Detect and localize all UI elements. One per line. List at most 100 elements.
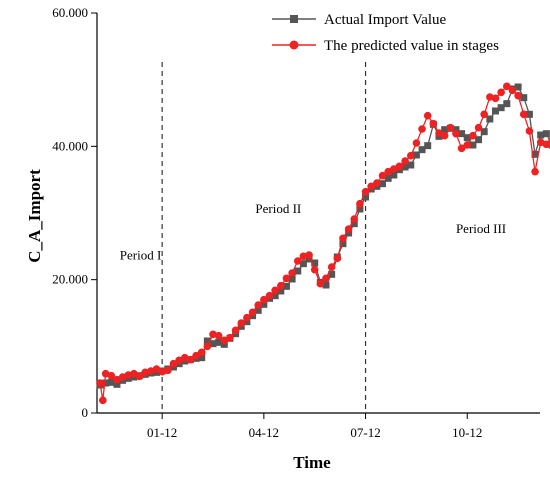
data-point-actual: [356, 205, 364, 213]
data-point-predicted: [316, 279, 325, 288]
data-point-actual: [520, 94, 528, 102]
data-point-predicted: [220, 336, 229, 345]
y-tick-label: 40.000: [52, 138, 88, 153]
series-line-predicted: [99, 85, 550, 401]
data-point-predicted: [339, 234, 347, 243]
x-axis-title: Time: [293, 453, 331, 472]
tick-marks: 0 20.000 40.000 60.000 01-12 04-12 07-12 10-12: [52, 5, 482, 440]
data-point-actual: [458, 130, 466, 138]
data-point-predicted: [384, 167, 392, 176]
y-tick-label: 60.000: [52, 5, 88, 20]
data-point-actual: [243, 318, 251, 326]
data-point-predicted: [327, 263, 336, 271]
data-point-predicted: [390, 165, 398, 173]
data-point-predicted: [367, 182, 376, 191]
data-point-predicted: [474, 123, 483, 132]
data-point-actual: [379, 180, 386, 188]
axes: [96, 13, 540, 414]
data-point-actual: [542, 130, 550, 138]
data-point-predicted: [260, 295, 268, 304]
data-point-predicted: [164, 366, 172, 375]
legend-item-actual: Actual Import Value: [272, 12, 447, 28]
legend: Actual Import Value The predicted value …: [272, 12, 499, 54]
data-point-predicted: [463, 141, 472, 149]
data-point-predicted: [231, 326, 240, 335]
data-point-actual: [345, 229, 353, 237]
data-point-actual: [198, 354, 206, 362]
data-point-actual: [294, 267, 302, 275]
data-point-predicted: [469, 131, 477, 140]
data-point-predicted: [373, 179, 381, 187]
data-point-predicted: [322, 274, 330, 283]
data-point-predicted: [203, 342, 212, 351]
legend-marker-predicted: [289, 40, 299, 50]
data-point-predicted: [542, 140, 550, 149]
data-point-actual: [480, 128, 488, 136]
data-point-predicted: [99, 396, 107, 405]
data-point-predicted: [497, 88, 505, 97]
data-point-predicted: [418, 125, 426, 133]
data-point-predicted: [395, 162, 404, 171]
period-label: Period III: [456, 221, 506, 236]
data-point-predicted: [282, 274, 291, 283]
data-point-predicted: [356, 199, 364, 208]
x-tick-label: 07-12: [350, 425, 380, 440]
divider-lines: [161, 62, 367, 413]
data-point-actual: [418, 146, 426, 154]
data-point-actual: [277, 287, 285, 295]
data-point-actual: [209, 340, 217, 348]
y-tick-label: 0: [82, 405, 89, 420]
data-point-predicted: [237, 319, 246, 327]
data-point-predicted: [446, 123, 455, 132]
data-point-predicted: [175, 356, 183, 365]
data-point-actual: [401, 163, 409, 171]
data-point-predicted: [305, 251, 313, 259]
data-point-predicted: [491, 94, 500, 103]
data-point-predicted: [107, 371, 116, 380]
data-point-predicted: [248, 308, 257, 317]
data-point-actual: [113, 380, 121, 388]
legend-marker-actual: [290, 15, 298, 23]
data-point-predicted: [480, 110, 489, 119]
data-point-predicted: [344, 225, 353, 233]
data-point-predicted: [113, 375, 121, 384]
data-point-predicted: [429, 119, 438, 128]
data-point-predicted: [186, 355, 195, 364]
data-point-actual: [254, 306, 262, 314]
data-point-predicted: [197, 348, 206, 357]
data-point-predicted: [214, 331, 223, 340]
data-point-actual: [497, 104, 505, 112]
data-point-actual: [384, 174, 392, 182]
data-point-predicted: [525, 127, 534, 135]
data-point-predicted: [226, 333, 234, 342]
data-point-predicted: [440, 131, 449, 140]
data-point-predicted: [531, 167, 539, 176]
data-point-actual: [322, 281, 330, 289]
legend-label-actual: Actual Import Value: [324, 12, 447, 28]
data-point-predicted: [271, 286, 279, 295]
data-point-predicted: [265, 291, 274, 300]
data-point-actual: [305, 255, 313, 263]
data-point-predicted: [333, 254, 342, 263]
data-point-actual: [299, 260, 307, 268]
data-point-predicted: [452, 129, 460, 138]
period-label: Period I: [120, 248, 162, 263]
x-tick-label: 10-12: [452, 425, 482, 440]
data-point-actual: [107, 378, 115, 386]
data-point-predicted: [378, 171, 387, 180]
data-point-predicted: [361, 187, 370, 196]
data-point-predicted: [519, 110, 528, 119]
data-point-predicted: [254, 301, 262, 309]
data-point-predicted: [130, 369, 138, 378]
data-point-predicted: [401, 157, 409, 165]
data-point-actual: [424, 142, 432, 150]
data-point-actual: [203, 337, 211, 345]
data-point-predicted: [135, 372, 144, 381]
data-point-actual: [215, 338, 223, 346]
data-point-predicted: [350, 215, 359, 223]
data-point-actual: [463, 134, 471, 142]
data-point-actual: [486, 115, 494, 123]
data-point-actual: [514, 83, 522, 91]
